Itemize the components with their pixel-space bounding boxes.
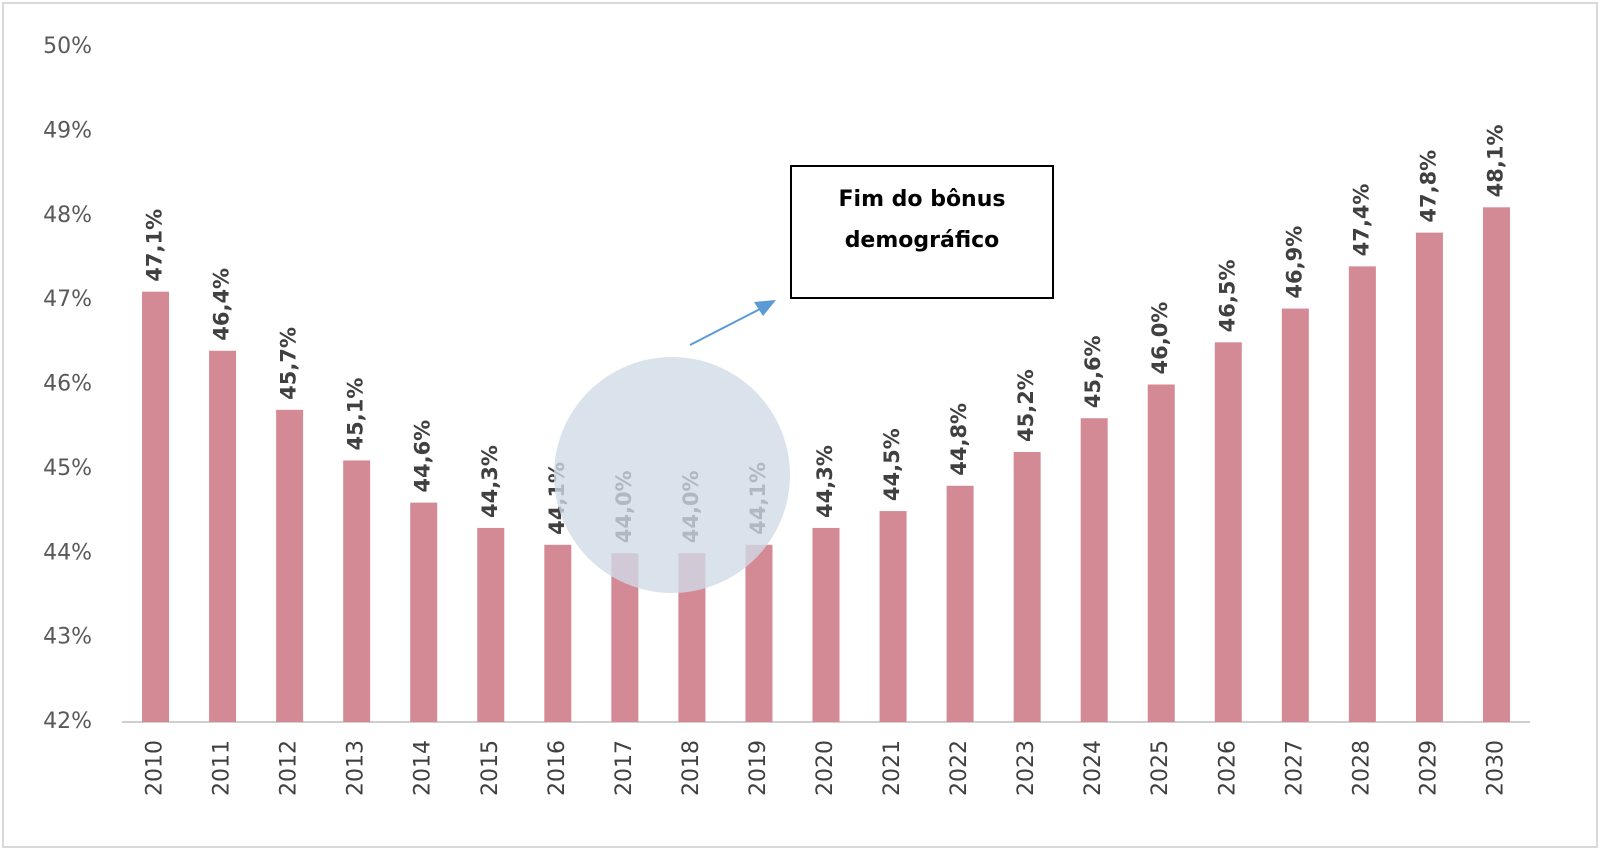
bar — [1147, 384, 1175, 722]
x-tick-label: 2015 — [478, 740, 503, 796]
data-label: 44,3% — [813, 445, 837, 518]
x-tick-label: 2017 — [612, 740, 637, 796]
y-tick-label: 46% — [43, 372, 92, 397]
x-tick-label: 2011 — [210, 740, 235, 796]
data-label: 46,4% — [210, 268, 234, 341]
x-tick-label: 2030 — [1483, 740, 1508, 796]
x-tick-label: 2029 — [1416, 740, 1441, 796]
annotation-line: Fim do bônus — [839, 187, 1006, 212]
x-tick-label: 2013 — [344, 740, 369, 796]
bar — [343, 460, 371, 722]
x-tick-label: 2010 — [143, 740, 168, 796]
arrow-head — [754, 300, 776, 316]
y-tick-label: 42% — [43, 709, 92, 734]
data-label: 44,5% — [880, 428, 904, 501]
data-label: 45,7% — [277, 327, 301, 400]
bar — [1080, 418, 1108, 722]
x-tick-label: 2027 — [1282, 740, 1307, 796]
x-tick-label: 2028 — [1349, 740, 1374, 796]
data-label: 48,1% — [1483, 124, 1507, 197]
x-tick-label: 2014 — [411, 740, 436, 796]
x-tick-label: 2016 — [545, 740, 570, 796]
bar — [1482, 207, 1510, 722]
data-label: 46,5% — [1215, 259, 1239, 332]
bar — [1281, 308, 1309, 722]
annotation-box — [790, 165, 1054, 299]
bar — [209, 350, 237, 722]
data-label: 46,9% — [1282, 226, 1306, 299]
bar — [946, 485, 974, 722]
x-tick-label: 2021 — [880, 740, 905, 796]
x-tick-label: 2025 — [1148, 740, 1173, 796]
data-label: 44,3% — [478, 445, 502, 518]
bar — [1415, 232, 1443, 722]
x-tick-label: 2023 — [1014, 740, 1039, 796]
data-label: 45,1% — [344, 378, 368, 451]
data-label: 46,0% — [1148, 302, 1172, 375]
y-tick-label: 44% — [43, 540, 92, 565]
data-label: 45,2% — [1014, 369, 1038, 442]
highlight-circle — [554, 357, 790, 593]
y-tick-label: 48% — [43, 203, 92, 228]
arrow-line — [689, 307, 763, 346]
x-tick-label: 2019 — [746, 740, 771, 796]
bar — [410, 502, 438, 722]
x-tick-label: 2024 — [1081, 740, 1106, 796]
bar — [1348, 266, 1376, 722]
x-tick-label: 2026 — [1215, 740, 1240, 796]
y-tick-label: 49% — [43, 118, 92, 143]
y-tick-label: 43% — [43, 625, 92, 650]
bar — [544, 544, 572, 722]
data-label: 45,6% — [1081, 335, 1105, 408]
bar — [1013, 452, 1041, 722]
x-tick-label: 2012 — [277, 740, 302, 796]
bar — [1214, 342, 1242, 722]
bar — [745, 544, 773, 722]
bar — [477, 527, 505, 722]
x-tick-label: 2018 — [679, 740, 704, 796]
bar — [812, 527, 840, 722]
bar — [879, 511, 907, 722]
bar — [276, 409, 304, 722]
data-label: 44,8% — [947, 403, 971, 476]
data-label: 44,6% — [411, 420, 435, 493]
y-tick-label: 47% — [43, 287, 92, 312]
y-tick-label: 45% — [43, 456, 92, 481]
data-label: 47,4% — [1349, 184, 1373, 257]
annotation-line: demográfico — [845, 228, 1000, 253]
x-tick-label: 2022 — [947, 740, 972, 796]
data-label: 47,8% — [1416, 150, 1440, 223]
plot: 42% 43% 44% 45% 46% 47% 48% 49% 50% 2010 2011 2012 2… — [43, 34, 1530, 796]
bar — [142, 291, 170, 722]
x-tick-label: 2020 — [813, 740, 838, 796]
data-label: 47,1% — [143, 209, 167, 282]
y-tick-label: 50% — [43, 34, 92, 59]
